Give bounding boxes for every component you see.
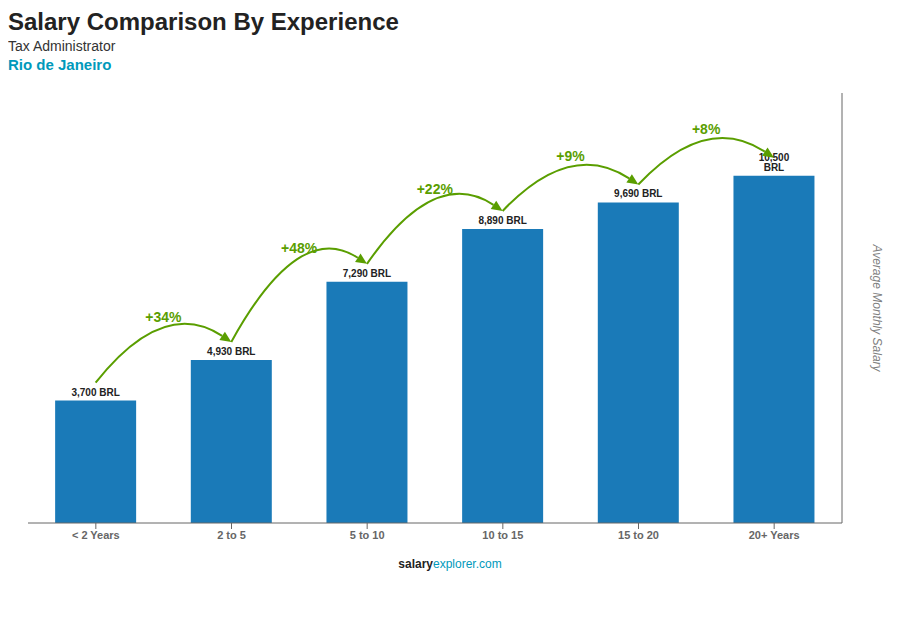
svg-text:7,290 BRL: 7,290 BRL bbox=[343, 268, 391, 279]
svg-text:8,890 BRL: 8,890 BRL bbox=[478, 215, 526, 226]
svg-text:+22%: +22% bbox=[417, 181, 454, 197]
svg-text:2 to 5: 2 to 5 bbox=[217, 529, 246, 541]
html-text:Rio de Janeiro: Rio de Janeiro bbox=[8, 56, 112, 73]
svg-text:20+ Years: 20+ Years bbox=[749, 529, 800, 541]
html-text:salary explorer.com: salary explorer.com bbox=[398, 557, 502, 571]
svg-text:+34%: +34% bbox=[145, 309, 182, 325]
svg-text:< 2 Years: < 2 Years bbox=[72, 529, 120, 541]
svg-text:5 to 10: 5 to 10 bbox=[350, 529, 385, 541]
html-text:Salary Comparison By Experienc: Salary Comparison By Experience bbox=[8, 8, 399, 35]
svg-text:+48%: +48% bbox=[281, 240, 318, 256]
svg-text:3,700 BRL: 3,700 BRL bbox=[71, 387, 119, 398]
svg-text:10 to 15: 10 to 15 bbox=[482, 529, 523, 541]
svg-text:9,690 BRL: 9,690 BRL bbox=[614, 188, 662, 199]
svg-text:+8%: +8% bbox=[692, 121, 721, 137]
svg-text:15 to 20: 15 to 20 bbox=[618, 529, 659, 541]
svg-text:Average Monthly Salary: Average Monthly Salary bbox=[870, 243, 884, 372]
svg-text:4,930 BRL: 4,930 BRL bbox=[207, 346, 255, 357]
svg-text:+9%: +9% bbox=[556, 148, 585, 164]
html-text:10,500: 10,500 bbox=[758, 151, 790, 163]
html-text:Tax Administrator: Tax Administrator bbox=[8, 38, 116, 54]
html-text:BRL: BRL bbox=[763, 161, 785, 173]
